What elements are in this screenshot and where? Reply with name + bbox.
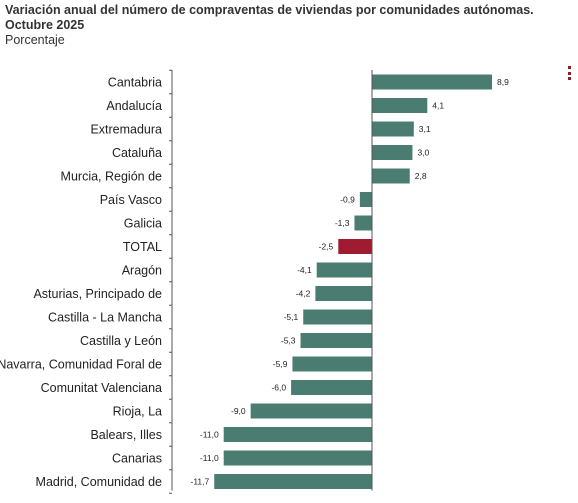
value-label: 8,9 [497, 77, 509, 87]
value-label: 4,1 [432, 101, 444, 111]
bar[interactable] [372, 98, 428, 113]
bar[interactable] [372, 168, 410, 184]
category-label: Extremadura [90, 123, 162, 137]
bar[interactable] [316, 262, 372, 278]
value-label: 3,0 [417, 148, 429, 158]
menu-dot [567, 71, 571, 75]
value-label: -6,0 [271, 383, 286, 393]
category-label: Cantabria [108, 76, 162, 90]
bar[interactable] [250, 403, 372, 419]
bar[interactable] [372, 145, 413, 160]
bar[interactable] [315, 286, 372, 301]
bar[interactable] [292, 356, 372, 372]
category-label: Madrid, Comunidad de [36, 475, 163, 489]
value-label: -11,0 [200, 453, 219, 463]
value-label: -5,9 [273, 359, 288, 369]
value-label: -9,0 [231, 406, 246, 416]
value-label: -11,0 [200, 430, 219, 440]
value-label: 3,1 [419, 124, 431, 134]
bar[interactable] [223, 427, 372, 442]
menu-dot [567, 66, 571, 69]
category-label: Castilla - La Mancha [48, 311, 162, 325]
bar[interactable] [303, 309, 372, 325]
bar[interactable] [372, 74, 492, 90]
category-label: TOTAL [123, 240, 162, 254]
value-label: -4,1 [297, 265, 312, 275]
chart-subtitle: Porcentaje [5, 33, 65, 47]
bar[interactable] [300, 333, 372, 348]
value-label: -5,1 [284, 312, 299, 322]
value-label: -1,3 [335, 218, 350, 228]
category-label: Rioja, La [113, 405, 162, 419]
bar[interactable] [291, 380, 372, 395]
category-label: Navarra, Comunidad Foral de [0, 358, 162, 372]
category-label: Galicia [124, 217, 162, 231]
value-label: -0,9 [340, 195, 355, 205]
category-label: Aragón [122, 264, 162, 278]
category-label: Canarias [112, 452, 162, 466]
category-label: Cataluña [112, 146, 162, 160]
value-label: -2,5 [319, 242, 334, 252]
value-label: -11,7 [190, 477, 209, 487]
menu-dot [567, 77, 571, 80]
bar[interactable] [214, 474, 372, 489]
category-label: Asturias, Principado de [33, 287, 162, 301]
category-label: Murcia, Región de [61, 170, 162, 184]
chart-title: Variación anual del número de compravent… [5, 3, 534, 32]
category-label: Balears, Illes [90, 428, 162, 442]
category-label: Comunitat Valenciana [41, 381, 162, 395]
bar[interactable] [354, 215, 372, 231]
category-label: País Vasco [100, 193, 162, 207]
bar[interactable] [359, 192, 372, 207]
value-label: -4,2 [296, 289, 311, 299]
bar[interactable] [223, 450, 372, 466]
bar[interactable] [338, 239, 372, 254]
more-vertical-icon[interactable] [566, 66, 572, 80]
value-label: -5,3 [281, 336, 296, 346]
category-label: Castilla y León [80, 334, 162, 348]
bar[interactable] [372, 121, 414, 137]
category-label: Andalucía [106, 99, 162, 113]
value-label: 2,8 [415, 171, 427, 181]
